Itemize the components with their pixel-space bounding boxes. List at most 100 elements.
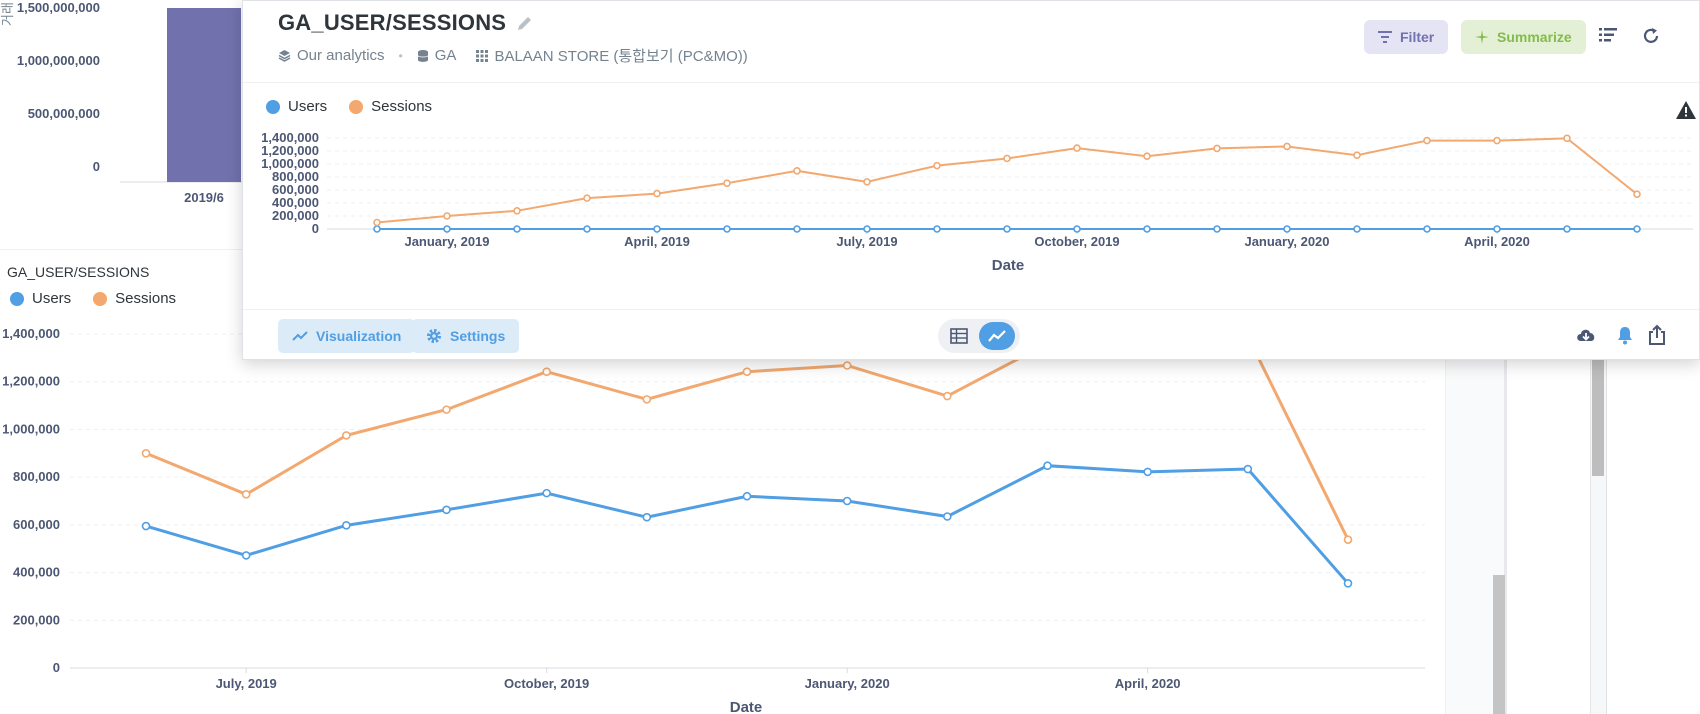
data-point-users: [442, 505, 451, 515]
header-divider: [243, 82, 1699, 83]
data-point-sessions: [1493, 136, 1501, 145]
breadcrumb-table[interactable]: BALAAN STORE (통합보기 (PC&MO)): [476, 45, 748, 66]
sessions-legend-dot: [93, 291, 108, 306]
legend-item-sessions[interactable]: Sessions: [93, 290, 176, 307]
data-point-users: [241, 551, 251, 560]
data-point-users: [443, 225, 451, 233]
settings-button[interactable]: Settings: [412, 319, 520, 353]
summarize-label: Summarize: [1497, 29, 1572, 45]
data-point-sessions: [542, 367, 551, 376]
question-title[interactable]: GA_USER/SESSIONS: [278, 10, 507, 35]
footer-divider: [243, 309, 1699, 310]
x-axis-title: Date: [730, 699, 763, 714]
warning-icon[interactable]: [1676, 101, 1696, 119]
data-point-users: [1043, 461, 1052, 470]
data-point-users: [933, 225, 941, 233]
collection-icon: [278, 50, 291, 62]
summarize-button[interactable]: Summarize: [1461, 20, 1586, 54]
data-point-users: [1493, 225, 1501, 233]
data-point-sessions: [1073, 144, 1081, 152]
background-line-chart: 0 200,000 400,000 600,000 800,000 1,000,000 1,…: [2, 326, 1425, 714]
data-point-sessions: [241, 490, 251, 499]
legend-label-sessions: Sessions: [371, 98, 433, 115]
data-point-sessions: [863, 178, 871, 186]
x-tick-label: July, 2019: [836, 234, 897, 249]
y-tick-label: 1,400,000: [261, 130, 319, 145]
data-point-sessions: [583, 194, 591, 202]
y-tick-label: 0: [312, 221, 319, 236]
data-point-sessions: [513, 207, 521, 215]
y-tick-label: 200,000: [13, 612, 60, 627]
sparkle-icon: [1475, 30, 1489, 44]
breadcrumb-database-label: GA: [434, 47, 457, 64]
data-point-sessions: [442, 405, 451, 414]
x-tick-label: January, 2019: [404, 234, 489, 249]
y-tick-label: 400,000: [272, 195, 319, 210]
bar-chart-x-tick: 2019/6: [184, 190, 224, 205]
breadcrumb-collection[interactable]: Our analytics: [278, 47, 385, 64]
x-tick-label: July, 2019: [216, 676, 277, 691]
view-toggle: [938, 319, 1020, 353]
data-point-users: [1563, 225, 1571, 233]
data-point-users: [1143, 225, 1151, 233]
legend-item-users[interactable]: Users: [10, 290, 71, 307]
list-icon[interactable]: [1599, 28, 1617, 42]
data-point-users: [583, 225, 591, 233]
data-point-sessions: [1633, 190, 1641, 199]
series-line-sessions: [145, 334, 1350, 541]
card-legend: Users Sessions: [10, 290, 176, 307]
modal-line-chart: 0200,000400,000600,000800,0001,000,0001,…: [261, 130, 1693, 274]
data-point-users: [513, 225, 521, 233]
data-point-users: [742, 491, 752, 501]
users-legend-dot: [266, 99, 280, 114]
chart-view-toggle[interactable]: [979, 322, 1015, 350]
table-view-icon[interactable]: [950, 327, 968, 345]
bar-chart-y-tick: 1,000,000,000: [17, 53, 100, 68]
y-tick-label: 800,000: [13, 469, 60, 484]
x-axis-title: Date: [992, 257, 1025, 274]
data-point-sessions: [1343, 535, 1353, 544]
download-icon[interactable]: [1575, 327, 1597, 345]
data-point-sessions: [141, 448, 151, 458]
x-tick-label: April, 2020: [1115, 676, 1181, 691]
line-chart-icon: [988, 330, 1006, 342]
scrollbar-thumb[interactable]: [1592, 360, 1604, 476]
data-point-sessions: [943, 391, 952, 401]
data-point-sessions: [723, 179, 731, 187]
x-tick-label: October, 2019: [1034, 234, 1119, 249]
visualization-label: Visualization: [316, 328, 402, 344]
data-point-users: [1353, 225, 1361, 233]
refresh-icon[interactable]: [1642, 27, 1660, 45]
bell-icon[interactable]: [1616, 326, 1634, 345]
legend-label-users: Users: [288, 98, 328, 115]
panel-divider: [1504, 355, 1507, 714]
data-point-users: [1343, 579, 1353, 588]
data-point-sessions: [933, 161, 941, 170]
y-tick-label: 600,000: [272, 182, 319, 197]
scrollbar-thumb[interactable]: [1493, 575, 1505, 714]
legend-item-users[interactable]: Users: [266, 98, 327, 115]
data-point-sessions: [642, 395, 652, 404]
filter-button[interactable]: Filter: [1364, 20, 1449, 54]
data-point-users: [542, 488, 551, 498]
y-tick-label: 800,000: [272, 169, 319, 184]
background-bar-chart: 거래 1,500,000,000 1,000,000,000 500,000,000…: [0, 0, 260, 205]
table-grid-icon: [476, 49, 489, 62]
visualization-button[interactable]: Visualization: [278, 319, 416, 353]
breadcrumb-database[interactable]: GA: [417, 47, 457, 64]
pencil-icon[interactable]: [515, 13, 535, 33]
database-icon: [417, 49, 429, 62]
bar-2019-6: [167, 8, 241, 182]
bar-chart-y-tick: 0: [93, 159, 100, 174]
line-chart-icon: [292, 331, 308, 341]
data-point-users: [1143, 467, 1152, 477]
y-tick-label: 1,200,000: [261, 143, 319, 158]
data-point-sessions: [1423, 136, 1431, 145]
legend-item-sessions[interactable]: Sessions: [349, 98, 432, 115]
data-point-sessions: [373, 218, 381, 227]
users-legend-dot: [10, 291, 24, 306]
data-point-sessions: [1563, 134, 1571, 143]
data-point-sessions: [742, 367, 752, 376]
share-icon[interactable]: [1647, 324, 1667, 346]
x-tick-label: April, 2019: [624, 234, 690, 249]
